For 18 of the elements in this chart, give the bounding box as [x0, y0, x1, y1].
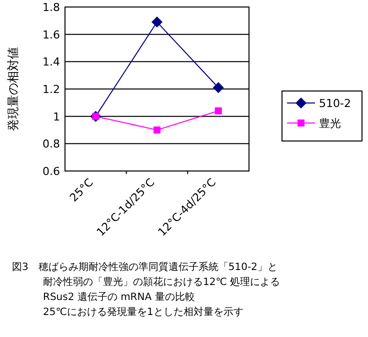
legend-label: 510-2 — [319, 97, 351, 110]
y-axis-title: 発現量の相対値 — [6, 47, 20, 131]
point — [152, 16, 162, 28]
legend-label: 豊光 — [319, 117, 341, 130]
caption: 図3 穂ばらみ期耐冷性強の準同質遺伝子系統「510-2」と — [12, 261, 278, 273]
point — [212, 82, 224, 94]
point — [154, 126, 160, 134]
y-tick-label: 1.6 — [42, 28, 60, 42]
text: 25℃における発現量を1とした相対量を示す — [43, 306, 244, 318]
y-tick-label: 1.4 — [42, 56, 60, 69]
y-tick-label: 1.8 — [42, 1, 60, 14]
text: 耐冷性弱の「豊光」の頴花における12℃ 処理による — [43, 276, 280, 288]
y-tick-label: 1.2 — [42, 83, 60, 96]
text: RSus2 遺伝子の mRNA 量の比較 — [43, 291, 195, 303]
point — [214, 107, 222, 114]
y-tick-label: 1 — [53, 110, 60, 124]
y-tick-label: 0.6 — [42, 165, 60, 178]
y-tick-label: 0.8 — [42, 138, 60, 151]
